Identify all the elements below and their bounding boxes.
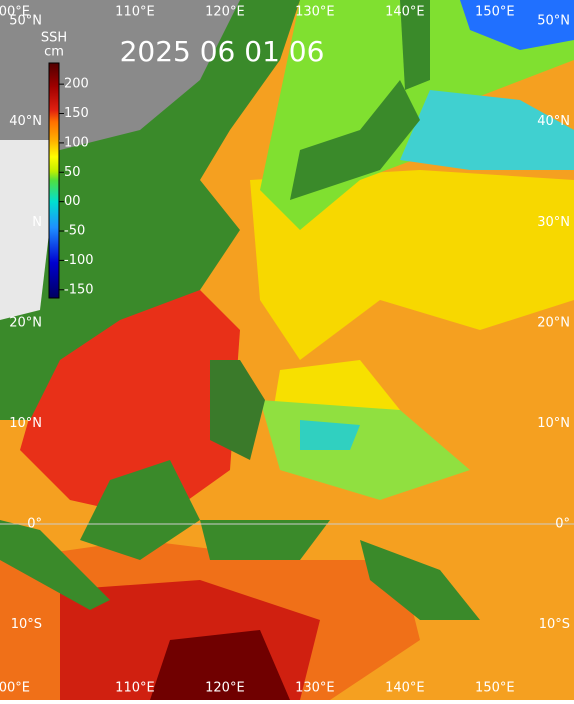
colorbar-tick-label: -50 xyxy=(64,224,85,239)
colorbar-tick-label: -100 xyxy=(64,253,94,268)
lon-label: 130°E xyxy=(295,681,335,696)
colorbar-tick-label: 200 xyxy=(64,77,89,92)
lon-label: 140°E xyxy=(385,5,425,20)
lon-label: 110°E xyxy=(115,5,155,20)
lon-label: 110°E xyxy=(115,681,155,696)
lat-label: 10°N xyxy=(537,416,570,431)
lat-label: 30°N xyxy=(537,215,570,230)
colorbar-tick-label: -150 xyxy=(64,282,94,297)
map-title: 2025 06 01 06 xyxy=(120,35,325,68)
colorbar xyxy=(48,62,60,299)
lat-label: 20°N xyxy=(9,315,42,330)
colorbar-tick-label: 100 xyxy=(64,135,89,150)
lon-label: 150°E xyxy=(475,5,515,20)
lat-label: 0° xyxy=(555,516,570,531)
lat-label: 0° xyxy=(27,516,42,531)
lon-label: 120°E xyxy=(205,681,245,696)
colorbar-tick-label: 50 xyxy=(64,165,81,180)
lon-label: 130°E xyxy=(295,5,335,20)
colorbar-title: SSH xyxy=(41,31,67,46)
lon-label: 140°E xyxy=(385,681,425,696)
lat-label: 40°N xyxy=(537,114,570,129)
lon-label: 150°E xyxy=(475,681,515,696)
lon-label: 00°E xyxy=(0,5,30,20)
lat-label: 50°N xyxy=(537,14,570,29)
lon-label: 00°E xyxy=(0,681,30,696)
lon-label: 120°E xyxy=(205,5,245,20)
lat-label: 40°N xyxy=(9,114,42,129)
colorbar-tick-label: 150 xyxy=(64,106,89,121)
lat-label: N xyxy=(32,215,42,230)
lat-label: 10°N xyxy=(9,416,42,431)
lat-label: 50°N xyxy=(9,14,42,29)
colorbar-tick-label: 00 xyxy=(64,194,81,209)
colorbar-unit: cm xyxy=(44,45,64,60)
lat-label: 20°N xyxy=(537,315,570,330)
lat-label: 10°S xyxy=(11,617,42,632)
lat-label: 10°S xyxy=(539,617,570,632)
